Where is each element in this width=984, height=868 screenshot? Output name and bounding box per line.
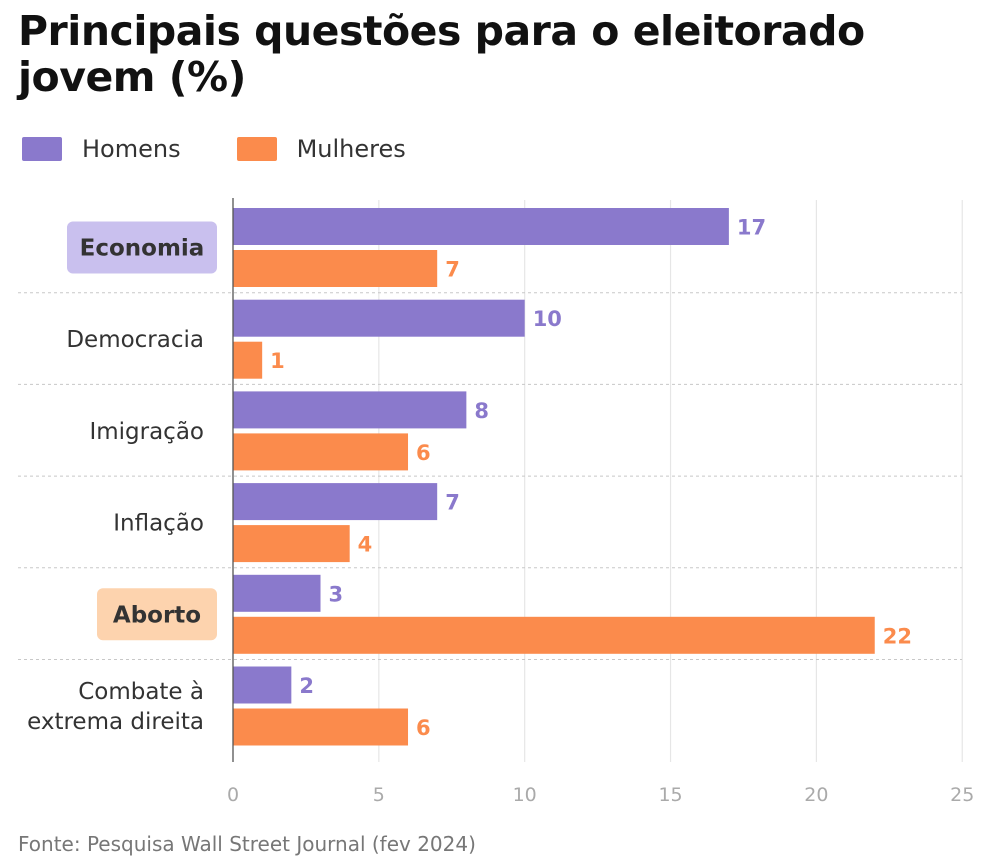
legend-swatch-mulheres [236,137,277,161]
chart-title: Principais questões para o eleitorado jo… [18,7,865,101]
data-label-mulheres: 1 [270,349,285,373]
x-tick-label: 25 [950,784,974,806]
x-tick-label: 5 [373,784,385,806]
bar-mulheres [233,341,263,379]
data-label-mulheres: 22 [883,624,912,648]
x-tick-label: 15 [658,784,682,806]
data-label-homens: 2 [299,674,314,698]
x-tick-label: 0 [227,784,239,806]
legend-label-homens: Homens [82,135,181,163]
data-label-mulheres: 7 [445,258,460,282]
x-tick-label: 10 [513,784,537,806]
data-label-homens: 10 [533,307,562,331]
category-label: Imigração [89,419,204,445]
category-label: Inflação [113,511,204,537]
x-tick-label: 20 [804,784,828,806]
category-label: extrema direita [27,709,204,735]
bar-homens [233,299,525,337]
data-label-mulheres: 6 [416,441,431,465]
bar-homens [233,391,467,429]
legend-swatch-homens [22,137,62,161]
data-label-homens: 8 [474,399,489,423]
bar-mulheres [233,708,409,746]
bar-homens [233,666,292,704]
data-label-homens: 17 [737,216,766,240]
data-label-mulheres: 6 [416,716,431,740]
data-label-homens: 7 [445,491,460,515]
legend: Homens Mulheres [22,134,462,164]
bar-mulheres [233,525,350,563]
bar-mulheres [233,616,875,654]
category-highlight [97,588,217,641]
bar-homens [233,208,729,245]
legend-label-mulheres: Mulheres [296,135,406,163]
category-label: Economia [80,236,205,262]
category-label: Combate à [78,679,204,705]
data-label-homens: 3 [329,582,344,606]
bar-homens [233,483,438,521]
data-label-mulheres: 4 [358,533,373,557]
legend-item-mulheres: Mulheres [236,135,406,163]
bar-homens [233,574,321,612]
bar-mulheres [233,433,409,471]
source-note: Fonte: Pesquisa Wall Street Journal (fev… [18,832,476,856]
category-label: Democracia [66,327,204,353]
category-label: Aborto [113,602,201,628]
legend-item-homens: Homens [22,135,181,163]
bar-mulheres [233,250,438,287]
category-highlight [67,221,217,274]
